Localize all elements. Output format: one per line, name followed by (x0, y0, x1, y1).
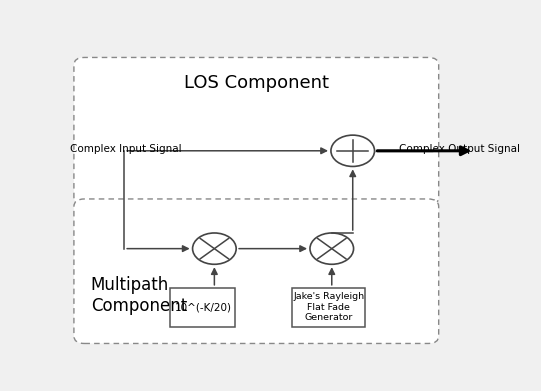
Text: Complex Output Signal: Complex Output Signal (399, 143, 520, 154)
Text: Jake's Rayleigh
Flat Fade
Generator: Jake's Rayleigh Flat Fade Generator (293, 292, 364, 322)
Text: Complex Input Signal: Complex Input Signal (70, 144, 181, 154)
Text: LOS Component: LOS Component (184, 74, 329, 92)
FancyBboxPatch shape (74, 199, 439, 343)
FancyBboxPatch shape (170, 288, 235, 327)
Text: Multipath
Component: Multipath Component (91, 276, 187, 315)
FancyBboxPatch shape (292, 288, 365, 327)
FancyBboxPatch shape (74, 57, 439, 205)
Text: 10^(-K/20): 10^(-K/20) (174, 302, 232, 312)
